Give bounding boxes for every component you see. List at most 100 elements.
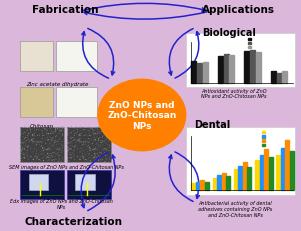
Point [71,136,76,140]
Text: ZnO NPs and
ZnO-Chitosan
NPs: ZnO NPs and ZnO-Chitosan NPs [107,101,176,130]
Point [77,134,82,138]
Point [22,140,27,144]
Point [22,156,26,159]
Point [28,139,33,142]
Point [51,160,56,163]
Point [51,150,56,154]
Point [23,136,28,140]
Text: Antibacterial activity of dental
adhesives containing ZnO NPs
and ZnO-Chitosan N: Antibacterial activity of dental adhesiv… [198,200,272,217]
Point [57,154,62,158]
Point [77,127,82,130]
Bar [271,71,276,83]
Point [65,149,70,153]
Point [88,159,92,163]
Point [90,128,95,131]
Bar [276,155,280,190]
Point [86,157,91,160]
Point [97,143,101,146]
Point [19,152,23,156]
Point [19,149,23,153]
Bar [197,64,202,83]
Point [32,155,36,159]
Point [89,156,94,160]
Text: Edx images of ZnO NPs and ZnO-Chitosan
NPs: Edx images of ZnO NPs and ZnO-Chitosan N… [10,198,113,209]
Bar [196,182,200,190]
Point [108,155,113,159]
Point [36,144,41,148]
Point [46,146,51,150]
Point [74,131,79,135]
Point [21,132,26,136]
Point [30,138,35,142]
Point [96,159,101,163]
Point [92,147,97,151]
FancyArrowPatch shape [175,33,199,79]
Point [56,149,61,152]
Point [20,157,25,160]
Point [32,145,37,148]
Point [34,143,39,146]
Point [82,157,86,160]
Point [78,150,83,153]
Point [56,157,61,161]
Point [18,159,23,163]
Point [95,152,100,156]
Point [95,155,100,159]
Point [88,149,93,152]
Point [79,158,83,162]
Point [57,154,61,158]
Point [94,156,99,160]
Point [32,129,37,132]
Point [61,130,66,133]
Point [23,126,27,130]
Point [40,126,45,129]
Point [104,138,109,142]
Point [47,156,52,160]
Bar [268,158,273,190]
Point [73,157,78,161]
Point [48,148,53,152]
Point [59,160,64,163]
Point [31,140,36,144]
Point [29,135,33,138]
Point [40,147,45,150]
Point [72,149,76,152]
Point [66,136,71,140]
Point [78,134,83,138]
Point [18,137,23,141]
Point [107,134,111,137]
Point [60,149,64,153]
Point [41,131,45,134]
Point [48,155,53,159]
Point [77,140,82,144]
Point [45,149,50,152]
Text: Biological: Biological [203,28,256,38]
Point [107,144,112,148]
FancyBboxPatch shape [67,127,111,163]
Point [70,142,74,146]
Point [101,127,106,131]
Point [48,147,52,150]
Point [56,160,61,164]
Point [20,141,25,145]
Point [83,137,88,140]
Point [78,150,82,154]
Point [72,146,77,150]
Point [91,128,96,132]
Point [23,142,28,146]
Point [103,149,108,153]
Point [54,158,58,162]
Point [66,149,70,153]
Point [24,139,29,143]
Bar [226,177,230,190]
Point [92,151,97,154]
Point [45,157,49,160]
Point [107,156,112,160]
FancyBboxPatch shape [186,127,295,195]
Point [29,138,34,141]
Text: Applications: Applications [202,5,275,15]
Point [76,139,81,143]
Point [76,138,81,141]
Point [67,142,72,146]
Point [101,134,106,138]
